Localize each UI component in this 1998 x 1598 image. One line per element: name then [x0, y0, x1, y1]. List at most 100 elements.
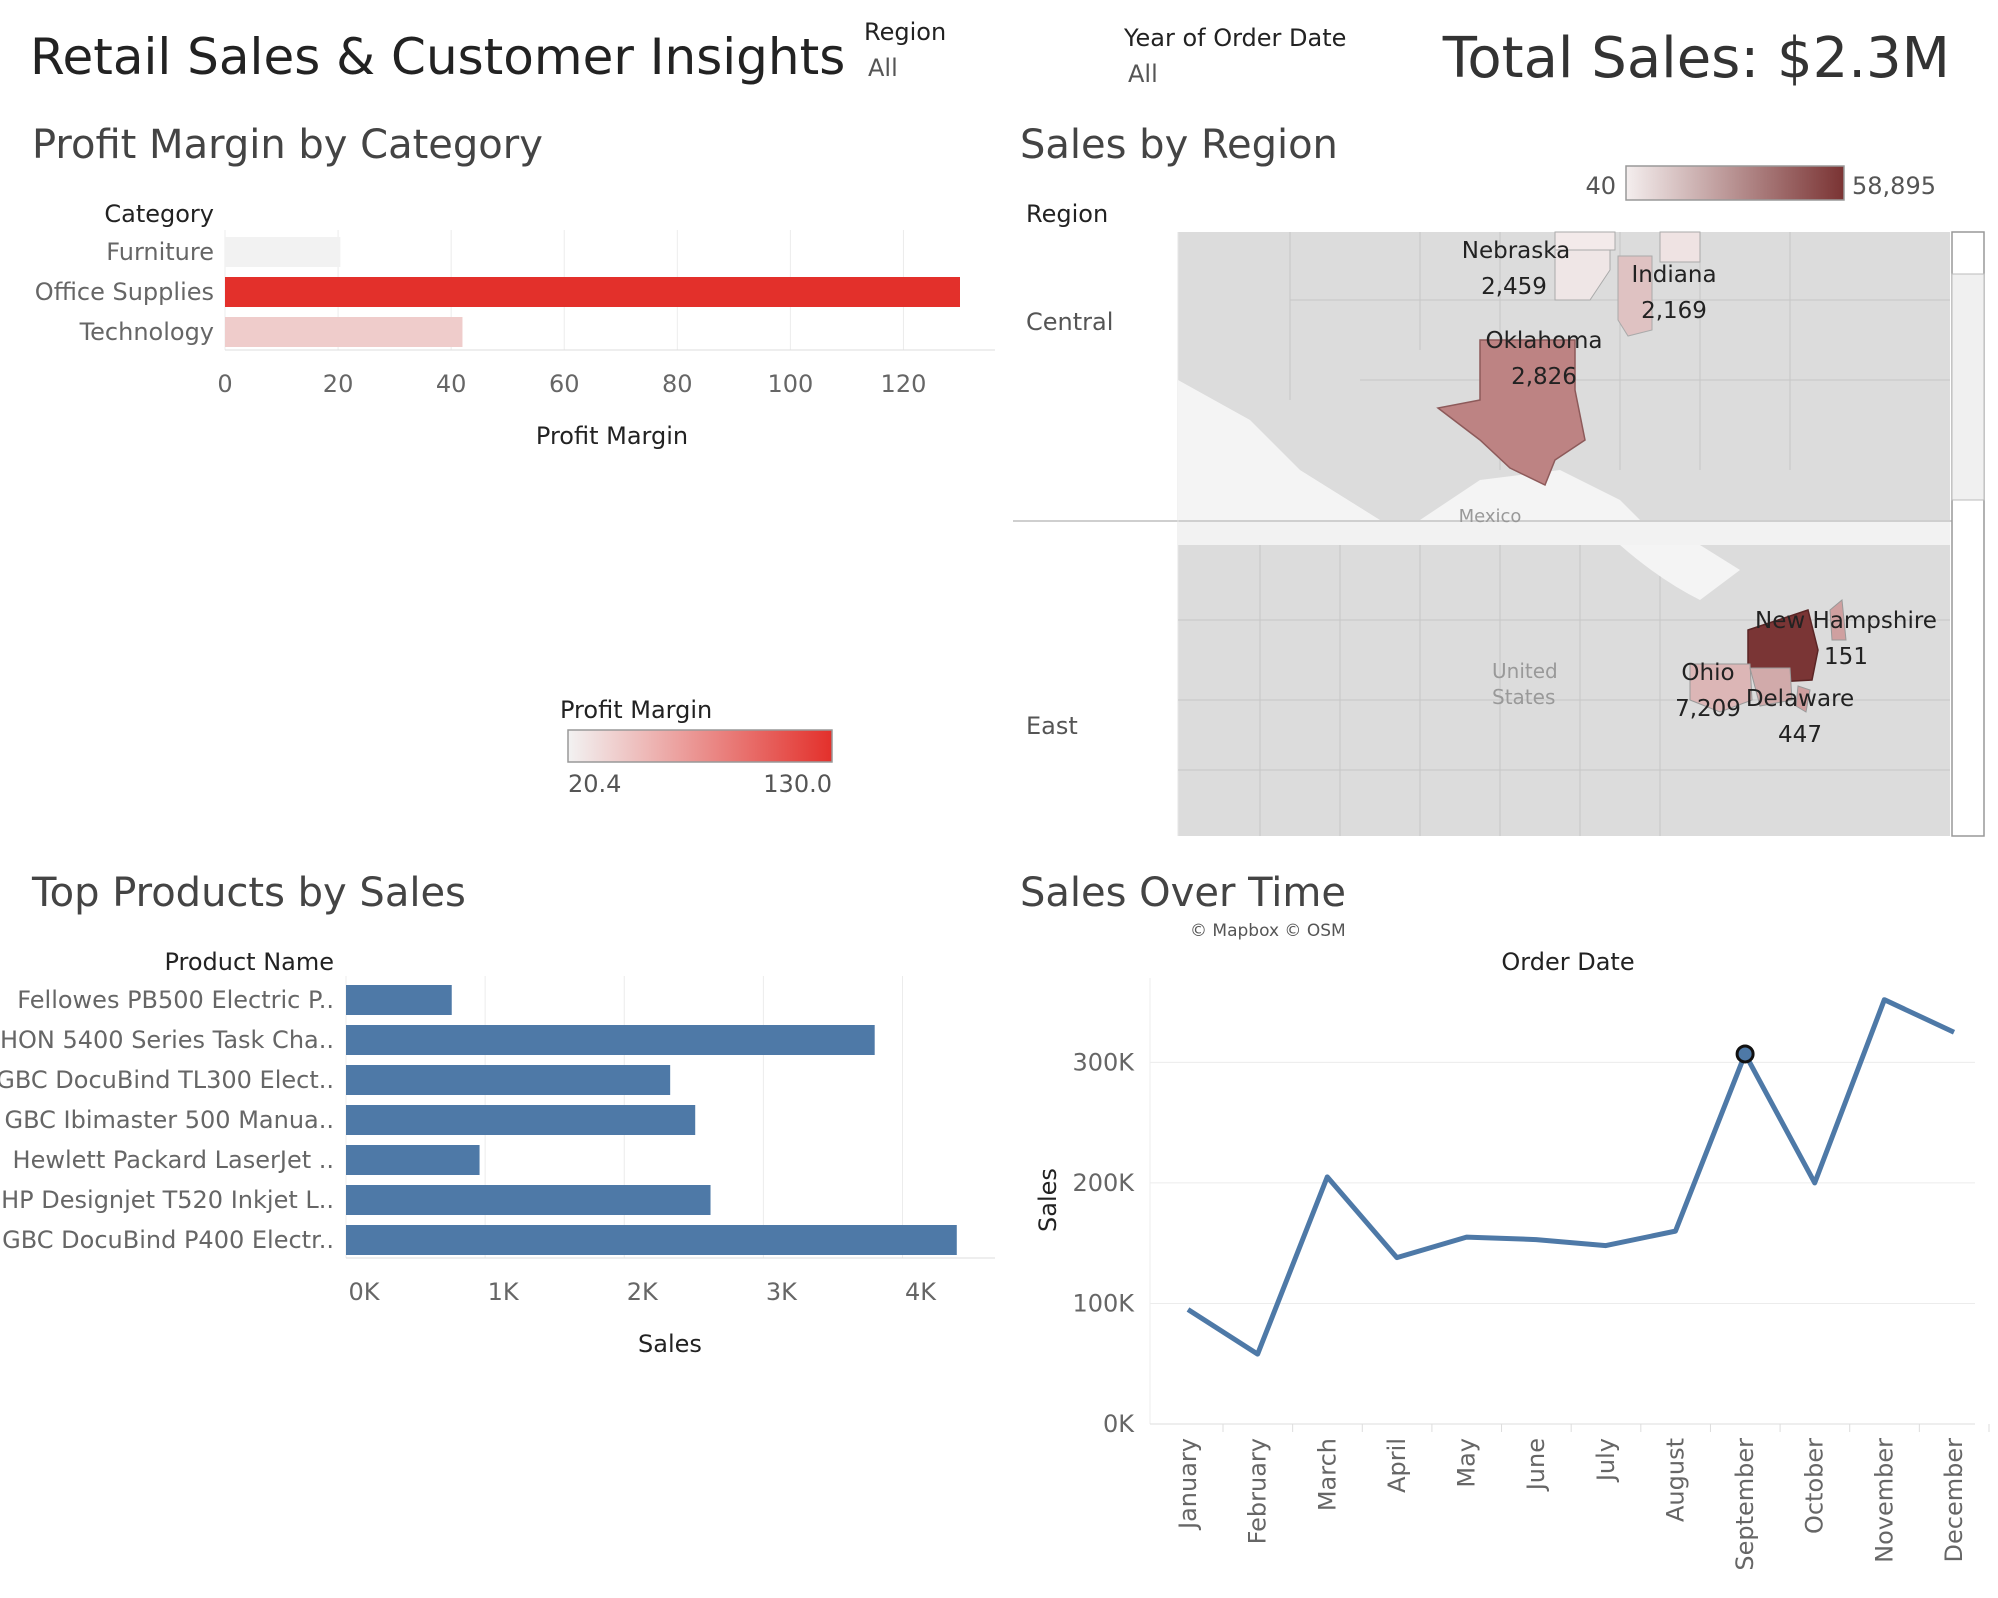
- year-filter-value[interactable]: All: [1128, 60, 1158, 88]
- products-bar: [346, 1225, 957, 1255]
- map-state-dakota: [1554, 231, 1616, 251]
- map-basemap-label: Mexico: [1459, 506, 1522, 527]
- line-x-tick: October: [1801, 1438, 1829, 1534]
- line-x-tick: January: [1174, 1438, 1202, 1531]
- profit-legend-max: 130.0: [763, 770, 832, 798]
- products-bar: [346, 1185, 711, 1215]
- map-state-new-york: [1747, 609, 1819, 683]
- line-x-tick: March: [1313, 1438, 1341, 1511]
- map-gulf-shape: [1420, 470, 1640, 520]
- map-state-value: 2,169: [1641, 298, 1707, 324]
- map-state-value: 2,826: [1511, 364, 1577, 390]
- map-east-cell: [1013, 522, 1955, 836]
- profit-category-label: Furniture: [106, 238, 214, 266]
- line-x-tick: November: [1870, 1438, 1898, 1563]
- products-row-header: Product Name: [164, 948, 334, 976]
- map-scrollbar[interactable]: [1951, 231, 1985, 837]
- profit-x-tick: 80: [662, 370, 693, 398]
- products-category-label: GBC DocuBind TL300 Elect..: [0, 1066, 334, 1094]
- map-east-land: [1178, 522, 1950, 836]
- line-y-tick: 200K: [1072, 1169, 1135, 1197]
- line-y-tick: 300K: [1072, 1048, 1135, 1076]
- map-state-name: Oklahoma: [1485, 328, 1602, 354]
- map-legend-min: 40: [1585, 172, 1616, 200]
- profit-x-tick: 0: [217, 370, 232, 398]
- map-state-name: Nebraska: [1462, 238, 1571, 264]
- dashboard-title: Retail Sales & Customer Insights: [30, 28, 846, 86]
- line-x-tick: September: [1731, 1438, 1759, 1571]
- profit-x-tick: 100: [767, 370, 813, 398]
- map-state-value: 7,209: [1675, 696, 1741, 722]
- map-state-pennsylvania: [1749, 667, 1793, 707]
- map-state-name: Indiana: [1631, 262, 1716, 288]
- profit-legend-title: Profit Margin: [560, 696, 712, 724]
- profit-x-tick: 20: [323, 370, 354, 398]
- profit-legend-gradient: [567, 729, 833, 763]
- products-x-axis-title: Sales: [638, 1330, 702, 1358]
- products-category-label: Fellowes PB500 Electric P..: [17, 986, 334, 1014]
- line-x-tick: December: [1940, 1438, 1968, 1563]
- profit-x-tick: 40: [436, 370, 467, 398]
- products-category-label: HON 5400 Series Task Cha..: [0, 1026, 334, 1054]
- year-filter-label: Year of Order Date: [1124, 24, 1347, 52]
- map-attribution: © Mapbox © OSM: [1190, 921, 1346, 941]
- profit-bar: [225, 237, 341, 267]
- products-x-tick: 1K: [488, 1278, 520, 1306]
- line-y-tick: 100K: [1072, 1289, 1135, 1317]
- line-x-tick: May: [1453, 1438, 1481, 1488]
- map-state-ohio: [1689, 663, 1753, 713]
- profit-section-title: Profit Margin by Category: [32, 122, 543, 168]
- map-state-new-hampshire: [1829, 599, 1847, 641]
- products-x-tick: 2K: [627, 1278, 659, 1306]
- products-category-label: GBC Ibimaster 500 Manua..: [4, 1106, 334, 1134]
- line-x-tick: April: [1383, 1438, 1411, 1493]
- map-state-delaware: [1795, 685, 1811, 713]
- map-state-ohio-central: [1659, 231, 1701, 263]
- products-category-label: Hewlett Packard LaserJet ..: [13, 1146, 334, 1174]
- products-category-label: GBC DocuBind P400 Electr..: [2, 1226, 334, 1254]
- line-highlight-point: [1735, 1044, 1755, 1064]
- region-filter-value[interactable]: All: [868, 54, 898, 82]
- map-lakes-shape: [1620, 545, 1740, 600]
- map-state-value: 2,459: [1481, 274, 1547, 300]
- products-x-tick: 3K: [766, 1278, 798, 1306]
- map-state-value: 151: [1824, 644, 1868, 670]
- products-bar: [346, 985, 452, 1015]
- products-bar: [346, 1105, 696, 1135]
- map-scrollbar-thumb[interactable]: [1951, 273, 1985, 501]
- map-legend-gradient: [1625, 165, 1845, 201]
- profit-x-tick: 120: [881, 370, 927, 398]
- products-bar: [346, 1145, 480, 1175]
- map-state-name: Ohio: [1681, 660, 1734, 686]
- map-state-indiana: [1617, 255, 1653, 337]
- products-bar: [346, 1025, 875, 1055]
- map-basemap-label: United: [1492, 659, 1558, 683]
- line-x-tick: February: [1244, 1438, 1272, 1544]
- profit-bar: [225, 277, 960, 307]
- region-filter-label: Region: [864, 18, 947, 46]
- profit-category-label: Office Supplies: [35, 278, 214, 306]
- profit-legend-min: 20.4: [568, 770, 621, 798]
- map-central-land: [1178, 232, 1950, 520]
- map-region-label: Central: [1026, 308, 1113, 336]
- map-border-strip: [1178, 522, 1950, 545]
- map-region-label: East: [1026, 712, 1078, 740]
- profit-x-axis-title: Profit Margin: [536, 422, 688, 450]
- map-legend-max: 58,895: [1852, 172, 1936, 200]
- products-x-tick: 4K: [905, 1278, 937, 1306]
- map-row-header: Region: [1026, 200, 1108, 228]
- line-y-axis-title: Sales: [1034, 1168, 1062, 1232]
- products-x-tick: 0K: [348, 1278, 380, 1306]
- total-sales-kpi: Total Sales: $2.3M: [1442, 26, 1950, 91]
- line-y-tick: 0K: [1103, 1410, 1135, 1438]
- line-series: [1186, 997, 1956, 1357]
- line-chart-title: Order Date: [1501, 948, 1634, 976]
- products-bar: [346, 1065, 671, 1095]
- line-x-tick: August: [1661, 1438, 1689, 1522]
- map-central-cell: [1013, 232, 1955, 520]
- map-state-name: Delaware: [1746, 686, 1854, 712]
- products-category-label: HP Designjet T520 Inkjet L..: [1, 1186, 334, 1214]
